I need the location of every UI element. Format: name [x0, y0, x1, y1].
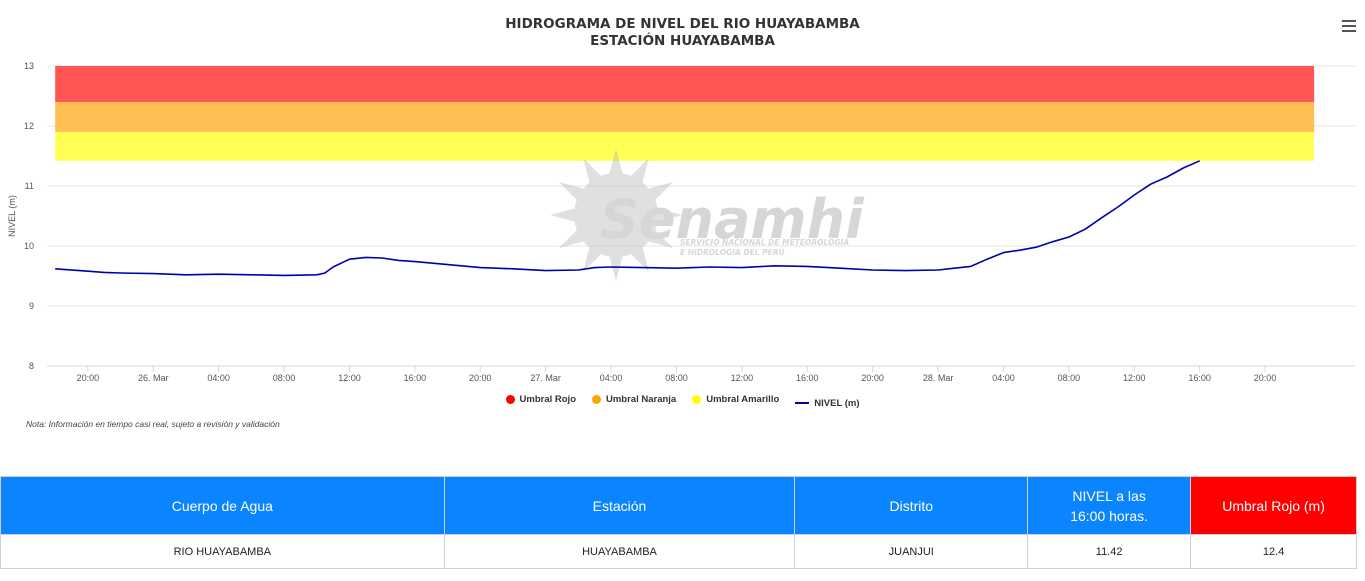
menu-bar	[1342, 25, 1356, 27]
x-tick-label: 12:00	[1123, 373, 1146, 383]
chart-legend: Umbral Rojo Umbral Naranja Umbral Amarillo…	[0, 394, 1365, 409]
watermark-sub-text-1: SERVICIO NACIONAL DE METEOROLOGÍA	[680, 238, 849, 247]
y-axis-label: NIVEL (m)	[7, 195, 17, 237]
watermark-main-text: Senamhi	[600, 188, 865, 251]
x-tick-label: 20:00	[861, 373, 884, 383]
table-row: RIO HUAYABAMBA HUAYABAMBA JUANJUI 11.42 …	[0, 534, 1357, 569]
sun-ray-shape	[629, 157, 649, 185]
y-tick-label: 13	[24, 61, 34, 71]
menu-bar	[1342, 30, 1356, 32]
y-tick-label: 12	[24, 121, 34, 131]
legend-dot-symbol	[692, 395, 702, 404]
x-tick-label: 08:00	[273, 373, 296, 383]
x-tick-label: 20:00	[77, 373, 100, 383]
header-nivel-text: NIVEL a las 16:00 horas.	[1070, 487, 1149, 524]
legend-label: Umbral Rojo	[519, 394, 576, 405]
cell-estacion: HUAYABAMBA	[443, 534, 796, 569]
sun-ray-shape	[646, 228, 674, 248]
x-tick-label: 16:00	[796, 373, 819, 383]
threshold-band	[55, 132, 1315, 161]
x-tick-label: 28. Mar	[923, 373, 954, 383]
y-tick-label: 8	[29, 361, 34, 371]
legend-dot-symbol	[592, 395, 601, 404]
chart-title: HIDROGRAMA DE NIVEL DEL RIO HUAYABAMBA	[505, 16, 860, 32]
legend-label: Umbral Naranja	[606, 394, 677, 405]
sun-ray-shape	[655, 207, 682, 223]
y-tick-label: 9	[29, 301, 34, 311]
x-tick-label: 04:00	[600, 373, 623, 383]
legend-item-1[interactable]: Umbral Naranja	[592, 394, 676, 405]
station-table: Cuerpo de Agua Estación Distrito NIVEL a…	[0, 476, 1357, 569]
header-umbral-rojo: Umbral Rojo (m)	[1190, 476, 1357, 535]
watermark-sub-text-2: E HIDROLOGÍA DEL PERÚ	[680, 248, 785, 257]
x-tick-label: 27. Mar	[530, 373, 561, 383]
sun-ray-shape	[608, 149, 624, 176]
sun-core-shape	[574, 173, 658, 257]
hydrograph-chart: HIDROGRAMA DE NIVEL DEL RIO HUAYABAMBA E…	[0, 16, 1365, 429]
legend-label: Umbral Amarillo	[706, 394, 780, 405]
sun-ray-shape	[646, 182, 674, 202]
x-tick-label: 16:00	[404, 373, 427, 383]
x-tick-label: 04:00	[207, 373, 230, 383]
x-tick-label: 08:00	[665, 373, 688, 383]
threshold-band	[55, 102, 1315, 132]
sun-ray-shape	[629, 245, 649, 273]
sun-ray-shape	[558, 182, 586, 202]
x-tick-label: 16:00	[1188, 373, 1211, 383]
legend-label: NIVEL (m)	[814, 397, 860, 409]
x-tick-label: 20:00	[1254, 373, 1277, 383]
table-header-row: Cuerpo de Agua Estación Distrito NIVEL a…	[0, 476, 1357, 535]
legend-item-2[interactable]: Umbral Amarillo	[692, 394, 779, 405]
legend-item-0[interactable]: Umbral Rojo	[505, 394, 576, 405]
x-tick-label: 12:00	[338, 373, 361, 383]
cell-umbral-rojo: 12.4	[1190, 534, 1357, 569]
header-distrito: Distrito	[794, 476, 1029, 535]
header-nivel: NIVEL a las 16:00 horas.	[1027, 476, 1192, 535]
threshold-band	[55, 66, 1315, 102]
hamburger-menu-icon	[1342, 20, 1356, 22]
cell-nivel: 11.42	[1027, 534, 1192, 569]
cell-distrito: JUANJUI	[794, 534, 1029, 569]
legend-line-symbol	[795, 402, 810, 404]
x-tick-label: 04:00	[992, 373, 1015, 383]
sun-ray-shape	[558, 228, 586, 248]
chart-subtitle: ESTACIÓN HUAYABAMBA	[590, 33, 775, 49]
x-tick-label: 08:00	[1058, 373, 1081, 383]
cell-cuerpo-de-agua: RIO HUAYABAMBA	[0, 534, 445, 569]
x-tick-label: 20:00	[469, 373, 492, 383]
y-tick-label: 10	[24, 241, 34, 251]
sun-ray-shape	[583, 157, 603, 185]
chart-note: Nota: Información en tiempo casi real, s…	[26, 419, 280, 429]
chart-menu-button[interactable]	[1342, 20, 1356, 32]
x-tick-label: 26. Mar	[138, 373, 169, 383]
header-cuerpo-de-agua: Cuerpo de Agua	[0, 476, 445, 535]
sun-ray-shape	[550, 207, 577, 223]
nivel-series-line	[55, 160, 1201, 277]
header-estacion: Estación	[443, 476, 796, 535]
y-tick-label: 11	[25, 181, 34, 191]
legend-item-3[interactable]: NIVEL (m)	[795, 398, 859, 409]
x-tick-label: 12:00	[731, 373, 754, 383]
sun-ray-shape	[583, 245, 603, 273]
legend-dot-symbol	[505, 395, 515, 404]
